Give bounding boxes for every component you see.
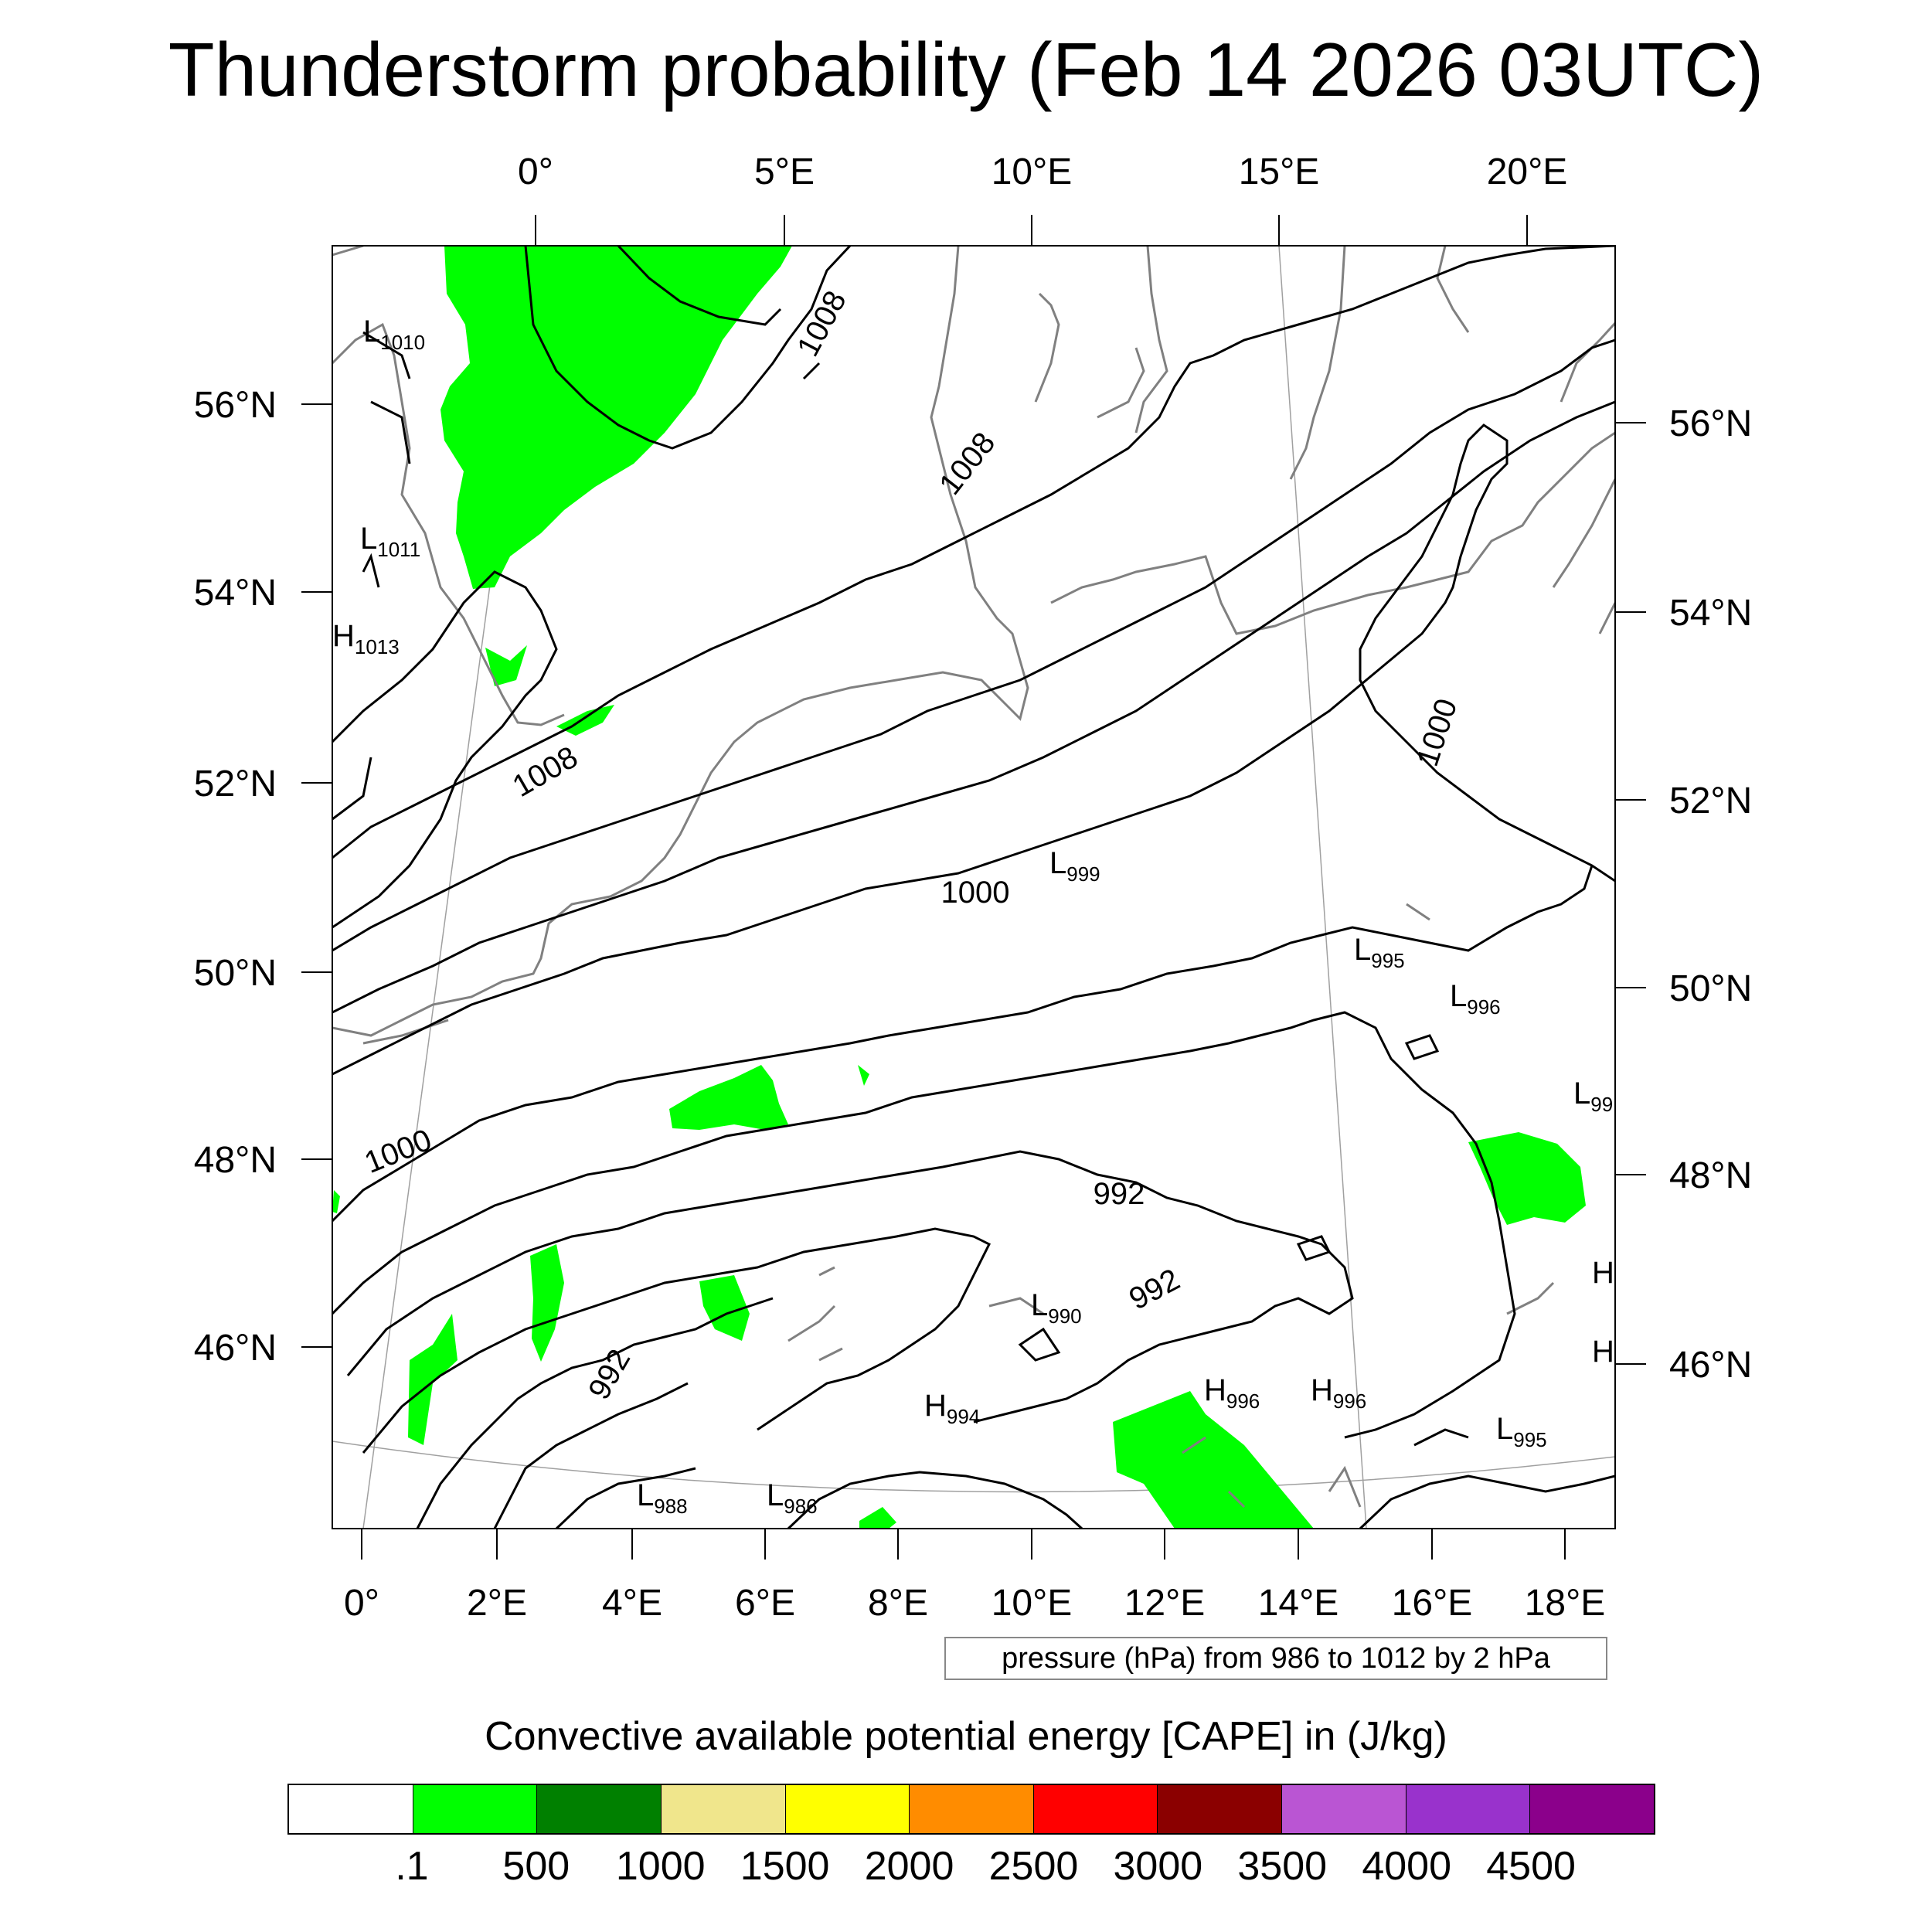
colorbar-tick-label: 500 bbox=[502, 1844, 570, 1889]
lon-label: 14°E bbox=[1258, 1583, 1339, 1624]
colorbar-labels: .1 500 1000 1500 2000 2500 3000 3500 4000 4500 bbox=[287, 1839, 1655, 1893]
colorbar-tick-label: 2500 bbox=[988, 1844, 1079, 1889]
colorbar-bin bbox=[289, 1785, 413, 1833]
colorbar-bin bbox=[537, 1785, 662, 1833]
lon-label: 10°E bbox=[992, 151, 1073, 192]
lon-label: 0° bbox=[518, 151, 553, 192]
pressure-center: L995 bbox=[1496, 1412, 1547, 1451]
lon-label: 5°E bbox=[754, 151, 815, 192]
pressure-center: L99 bbox=[1573, 1077, 1613, 1116]
pressure-center: L1010 bbox=[363, 315, 425, 354]
lat-label: 56°N bbox=[1669, 403, 1752, 444]
colorbar-title: Convective available potential energy [C… bbox=[485, 1714, 1447, 1759]
pressure-center: H bbox=[1592, 1256, 1614, 1290]
colorbar-tick-label: 1000 bbox=[615, 1844, 706, 1889]
lon-label: 2°E bbox=[467, 1583, 527, 1624]
pressure-center: H1013 bbox=[332, 619, 400, 658]
map-title: Thunderstorm probability (Feb 14 2026 03… bbox=[168, 27, 1764, 112]
pressure-center: H994 bbox=[924, 1389, 980, 1428]
lat-label: 52°N bbox=[1669, 781, 1752, 821]
cape-shading bbox=[332, 246, 1586, 1529]
pressure-center: L1011 bbox=[360, 522, 420, 561]
lon-label: 0° bbox=[344, 1583, 379, 1624]
lat-label: 56°N bbox=[194, 385, 277, 426]
bottom-longitude-labels: 0° 2°E 4°E 6°E 8°E 10°E 12°E 14°E 16°E 1… bbox=[344, 1583, 1605, 1624]
colorbar-tick-label: 3500 bbox=[1237, 1844, 1328, 1889]
lon-label: 18°E bbox=[1525, 1583, 1606, 1624]
pressure-center: H bbox=[1592, 1335, 1614, 1369]
pressure-center: L995 bbox=[1354, 933, 1405, 972]
top-longitude-labels: 0° 5°E 10°E 15°E 20°E bbox=[518, 151, 1567, 192]
right-latitude-labels: 56°N 54°N 52°N 50°N 48°N 46°N bbox=[1669, 403, 1752, 1386]
lon-label: 16°E bbox=[1392, 1583, 1473, 1624]
lon-label: 12°E bbox=[1124, 1583, 1206, 1624]
isobar-label: 1008 bbox=[507, 740, 583, 804]
cape-area-north-sea bbox=[440, 246, 792, 589]
colorbar-bin bbox=[1406, 1785, 1531, 1833]
isobars bbox=[332, 246, 1615, 1529]
colorbar-bin bbox=[1530, 1785, 1655, 1833]
left-latitude-labels: 56°N 54°N 52°N 50°N 48°N 46°N bbox=[194, 385, 277, 1369]
lat-label: 54°N bbox=[1669, 593, 1752, 634]
isobar-label: 992 bbox=[1094, 1177, 1145, 1211]
map-frame bbox=[332, 245, 1616, 1529]
pressure-center: L990 bbox=[1031, 1288, 1082, 1328]
colorbar-bin bbox=[785, 1785, 910, 1833]
pressure-center: H996 bbox=[1311, 1373, 1366, 1413]
isobar-label: 992 bbox=[582, 1344, 637, 1406]
pressure-center: L999 bbox=[1049, 846, 1100, 886]
isobar-label: 1000 bbox=[360, 1123, 437, 1180]
pressure-center: H996 bbox=[1204, 1373, 1260, 1413]
colorbar-tick-label: 2000 bbox=[864, 1844, 954, 1889]
colorbar-bin bbox=[661, 1785, 786, 1833]
pressure-contour-note: pressure (hPa) from 986 to 1012 by 2 hPa bbox=[944, 1637, 1607, 1680]
pressure-center: L988 bbox=[637, 1478, 688, 1518]
colorbar-tick-label: .1 bbox=[395, 1844, 429, 1889]
lat-label: 50°N bbox=[1669, 968, 1752, 1009]
lat-label: 46°N bbox=[194, 1328, 277, 1369]
lon-label: 8°E bbox=[868, 1583, 928, 1624]
colorbar-tick-label: 3000 bbox=[1113, 1844, 1203, 1889]
cape-colorbar bbox=[287, 1784, 1655, 1835]
lat-label: 52°N bbox=[194, 764, 277, 804]
colorbar-bin bbox=[413, 1785, 538, 1833]
colorbar-bin bbox=[1158, 1785, 1283, 1833]
colorbar-bin bbox=[1033, 1785, 1158, 1833]
lat-label: 46°N bbox=[1669, 1345, 1752, 1386]
lat-label: 48°N bbox=[1669, 1155, 1752, 1196]
tick-marks bbox=[301, 215, 1646, 1560]
isobar-label: 1000 bbox=[1410, 695, 1464, 770]
lat-label: 54°N bbox=[194, 573, 277, 614]
isobar-label: 992 bbox=[1124, 1262, 1185, 1316]
pressure-centers: L1010 L1011 H1013 L999 L995 L996 L99 H H… bbox=[332, 315, 1614, 1518]
colorbar-bin bbox=[910, 1785, 1034, 1833]
colorbar-bin bbox=[1282, 1785, 1406, 1833]
lat-label: 48°N bbox=[194, 1140, 277, 1181]
lon-label: 20°E bbox=[1487, 151, 1568, 192]
lon-label: 10°E bbox=[992, 1583, 1073, 1624]
lon-label: 15°E bbox=[1239, 151, 1320, 192]
lat-label: 50°N bbox=[194, 953, 277, 994]
lon-label: 4°E bbox=[602, 1583, 662, 1624]
colorbar-tick-label: 4000 bbox=[1362, 1844, 1452, 1889]
lon-label: 6°E bbox=[735, 1583, 795, 1624]
colorbar-tick-label: 1500 bbox=[740, 1844, 830, 1889]
isobar-label: 1000 bbox=[941, 876, 1010, 910]
pressure-center: L996 bbox=[1450, 979, 1501, 1019]
colorbar-tick-label: 4500 bbox=[1486, 1844, 1576, 1889]
pressure-center: L986 bbox=[767, 1478, 818, 1518]
